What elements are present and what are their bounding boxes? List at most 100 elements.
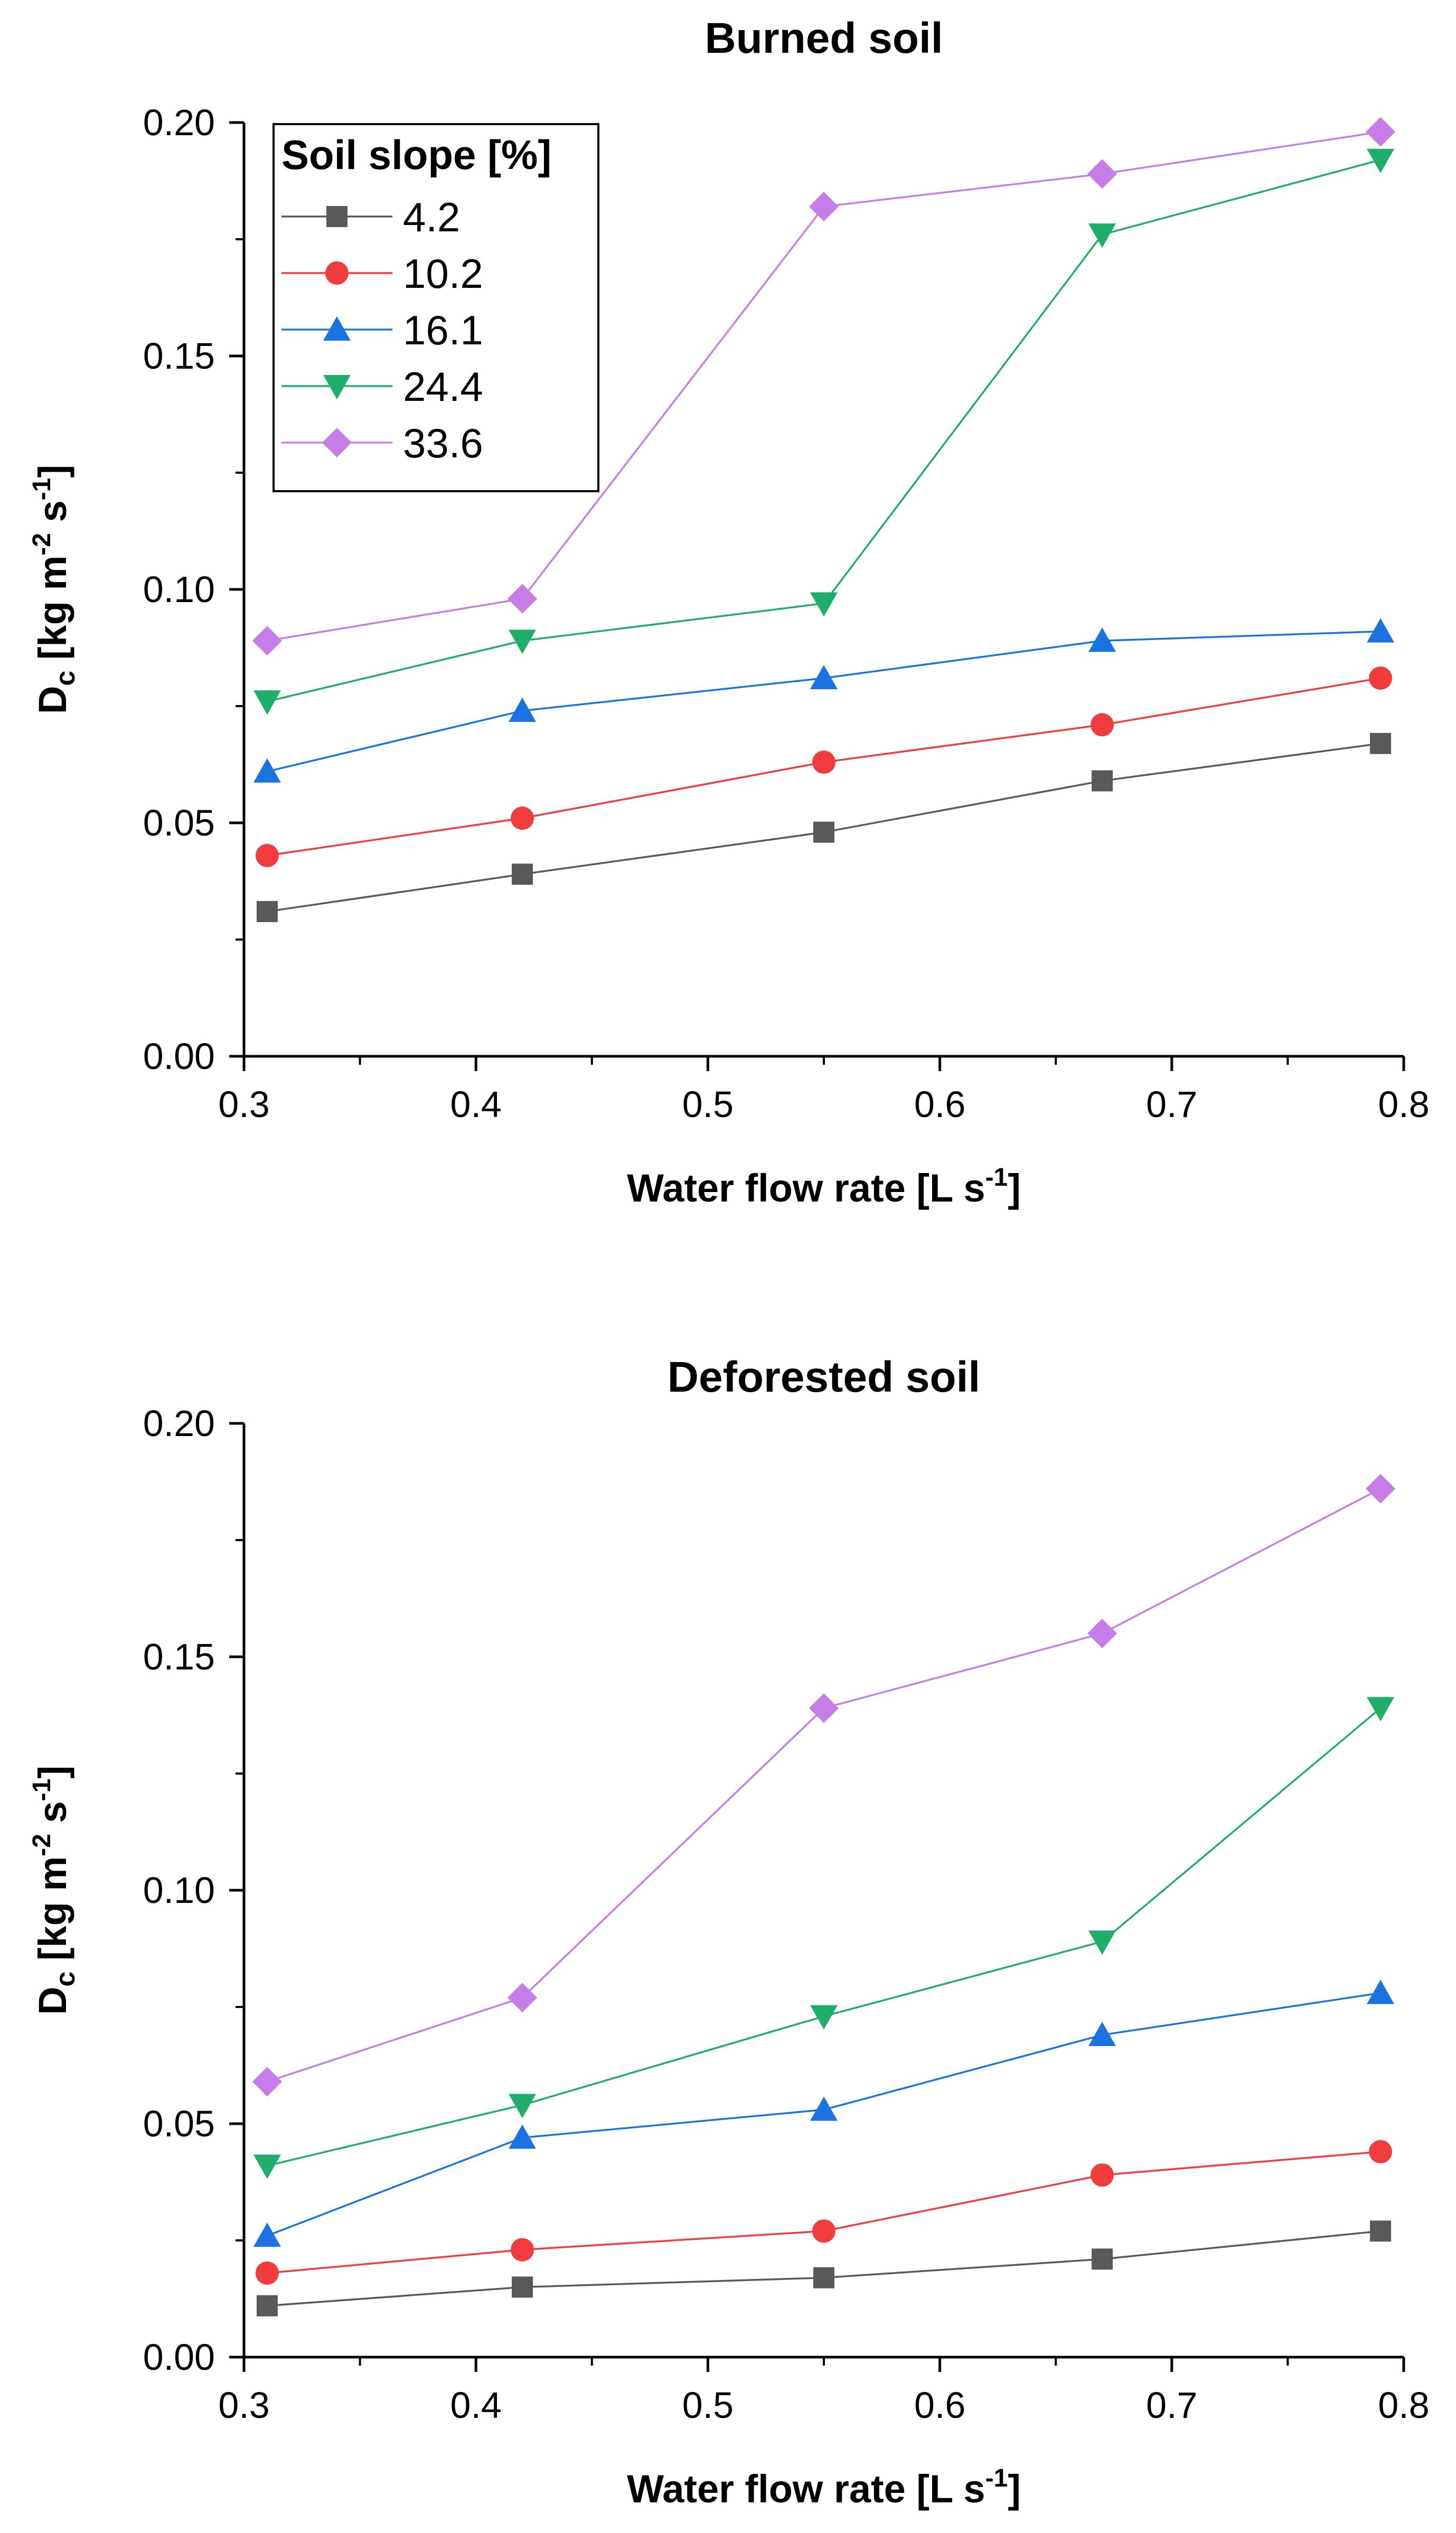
series-markers-4-2 bbox=[256, 733, 1392, 922]
series-markers-33-6 bbox=[252, 117, 1396, 656]
data-point bbox=[1088, 627, 1116, 652]
data-point bbox=[1370, 733, 1392, 754]
series-markers-24-4 bbox=[253, 1697, 1395, 2179]
y-tick-label: 0.10 bbox=[143, 569, 215, 610]
data-point bbox=[253, 2222, 281, 2247]
x-axis-label: Water flow rate [L s-1] bbox=[627, 1164, 1021, 1210]
data-point bbox=[1087, 159, 1117, 189]
y-tick-label: 0.20 bbox=[143, 1403, 215, 1444]
data-point bbox=[256, 2295, 278, 2316]
data-point bbox=[508, 584, 538, 614]
data-point bbox=[509, 2094, 537, 2118]
data-point bbox=[1369, 666, 1393, 690]
series-markers-4-2 bbox=[256, 2220, 1392, 2316]
y-tick-label: 0.00 bbox=[143, 1036, 215, 1077]
y-tick-label: 0.15 bbox=[143, 335, 215, 377]
data-point bbox=[1367, 148, 1395, 173]
legend-marker bbox=[323, 316, 351, 341]
data-point bbox=[1091, 2163, 1114, 2187]
legend-box bbox=[273, 123, 599, 492]
data-point bbox=[813, 2267, 834, 2288]
data-point bbox=[1092, 2248, 1113, 2270]
data-point bbox=[1088, 223, 1116, 248]
x-tick-label: 0.4 bbox=[450, 1084, 502, 1125]
x-tick-label: 0.7 bbox=[1146, 1084, 1197, 1125]
data-point bbox=[253, 690, 281, 715]
x-tick-label: 0.7 bbox=[1146, 2385, 1197, 2426]
x-tick-label: 0.8 bbox=[1378, 1084, 1429, 1125]
legend-label: 24.4 bbox=[403, 363, 483, 410]
data-point bbox=[255, 2261, 279, 2285]
data-point bbox=[1366, 1474, 1396, 1504]
x-tick-label: 0.3 bbox=[218, 1084, 269, 1125]
legend-marker bbox=[322, 428, 352, 457]
data-point bbox=[509, 630, 537, 654]
legend-marker bbox=[325, 261, 349, 285]
data-point bbox=[1088, 2022, 1116, 2047]
data-point bbox=[512, 864, 533, 885]
data-point bbox=[1367, 618, 1395, 643]
data-point bbox=[1367, 1697, 1395, 1722]
x-tick-label: 0.8 bbox=[1378, 2385, 1429, 2426]
x-tick-label: 0.6 bbox=[914, 1084, 965, 1125]
data-point bbox=[1091, 713, 1114, 737]
data-point bbox=[1088, 1930, 1116, 1955]
series-markers-10-2 bbox=[255, 666, 1393, 867]
data-point bbox=[252, 2067, 282, 2097]
data-point bbox=[809, 192, 839, 222]
data-point bbox=[508, 1983, 538, 2013]
y-axis-label: Dc [kg m-2 s-1] bbox=[28, 465, 81, 714]
data-point bbox=[253, 758, 281, 783]
y-tick-label: 0.00 bbox=[143, 2337, 215, 2378]
legend-label: 16.1 bbox=[403, 307, 483, 353]
x-tick-label: 0.3 bbox=[218, 2385, 269, 2426]
data-point bbox=[809, 1693, 839, 1723]
data-point bbox=[509, 697, 537, 722]
legend-title: Soil slope [%] bbox=[281, 132, 551, 178]
data-point bbox=[509, 2124, 537, 2149]
data-point bbox=[1369, 2140, 1393, 2164]
series-markers-10-2 bbox=[255, 2140, 1393, 2285]
data-point bbox=[512, 2276, 533, 2298]
data-point bbox=[1370, 2220, 1392, 2242]
data-point bbox=[1366, 117, 1396, 147]
series-markers-16-1 bbox=[253, 1980, 1395, 2247]
x-axis-label: Water flow rate [L s-1] bbox=[627, 2464, 1021, 2511]
legend-marker bbox=[326, 206, 347, 227]
data-point bbox=[812, 750, 835, 774]
data-point bbox=[511, 2238, 534, 2262]
x-tick-label: 0.4 bbox=[450, 2385, 502, 2426]
legend: Soil slope [%] 4.2 10.2 16.1 24.4 33.6 bbox=[273, 123, 599, 492]
chart-title: Burned soil bbox=[704, 14, 943, 62]
data-point bbox=[810, 592, 838, 617]
data-point bbox=[253, 2154, 281, 2179]
legend-label: 10.2 bbox=[403, 250, 483, 297]
y-tick-label: 0.15 bbox=[143, 1636, 215, 1677]
data-point bbox=[810, 2096, 838, 2121]
chart-panel-2: Deforested soil 0.3 0.4 0.5 0.6 0.7 0.8 0.00 0.0… bbox=[28, 1353, 1430, 2511]
y-tick-label: 0.05 bbox=[143, 802, 215, 843]
data-point bbox=[256, 900, 278, 922]
x-tick-label: 0.5 bbox=[682, 2385, 734, 2426]
y-axis-label: Dc [kg m-2 s-1] bbox=[28, 1766, 81, 2015]
series-markers-33-6 bbox=[252, 1474, 1396, 2097]
data-point bbox=[1367, 1980, 1395, 2004]
chart-panel-1: Burned soil 0.3 0.4 0.5 0.6 0.7 0.8 0.00 0.05 0.1… bbox=[28, 14, 1430, 1210]
chart-title: Deforested soil bbox=[668, 1353, 980, 1401]
legend-label: 33.6 bbox=[403, 420, 483, 466]
data-point bbox=[1092, 770, 1113, 792]
legend-label: 4.2 bbox=[403, 194, 460, 240]
data-point bbox=[810, 2005, 838, 2030]
data-point bbox=[810, 664, 838, 689]
series-markers-16-1 bbox=[253, 618, 1395, 783]
y-tick-label: 0.20 bbox=[143, 102, 215, 143]
data-point bbox=[1087, 1618, 1117, 1648]
x-tick-label: 0.5 bbox=[682, 1084, 734, 1125]
data-point bbox=[252, 626, 282, 656]
data-point bbox=[255, 843, 279, 867]
y-tick-label: 0.10 bbox=[143, 1870, 215, 1911]
legend-marker bbox=[323, 375, 351, 399]
data-point bbox=[812, 2219, 835, 2243]
x-tick-label: 0.6 bbox=[914, 2385, 965, 2426]
